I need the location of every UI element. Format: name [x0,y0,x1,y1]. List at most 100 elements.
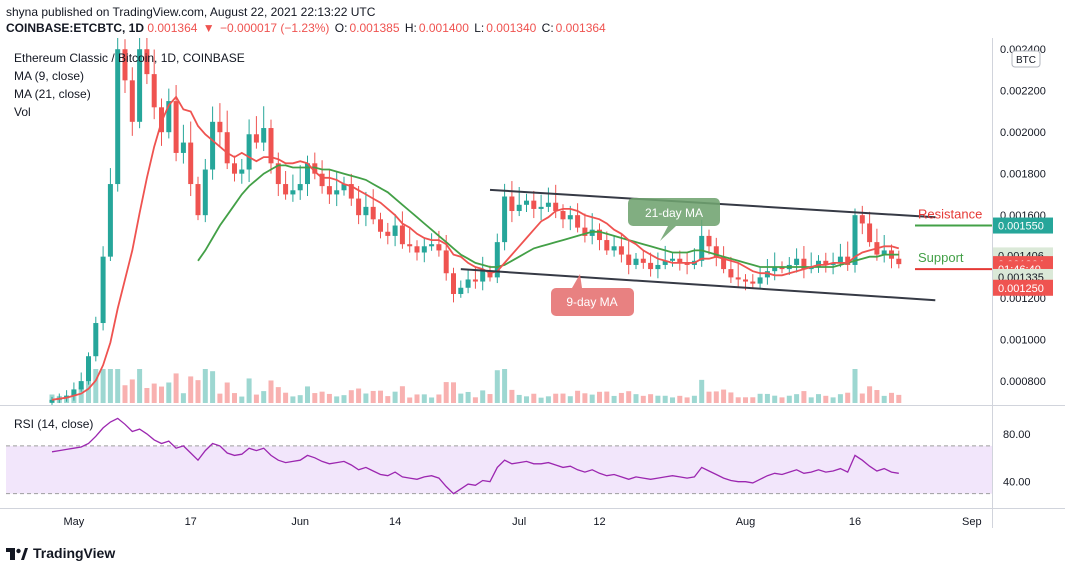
candle-body [261,128,267,143]
candle-body [392,225,398,236]
volume-legend: Vol [14,105,31,119]
ma21-tag-pointer [660,226,676,241]
volume-bar [531,393,537,403]
candle-body [626,254,632,265]
volume-bar [786,395,792,403]
candle-body [597,229,602,241]
volume-bar [735,397,741,403]
volume-bar [319,391,325,403]
volume-bar [137,369,143,403]
ma9-line [51,95,900,401]
candle-body [297,184,303,191]
candle-body [494,242,500,278]
volume-bar [867,386,873,403]
time-tick-label: 14 [389,516,401,528]
volume-bar [348,390,354,403]
rsi-tick-label: 40.00 [1003,477,1031,489]
volume-bar [626,391,632,403]
volume-bar [494,370,500,403]
candle-body [808,267,814,270]
volume-bar [107,369,113,403]
volume-bar [618,392,624,403]
candle-body [64,395,70,398]
price-tick-label: 0.001000 [1000,335,1046,347]
candle-body [49,399,55,403]
candle-body [115,49,121,185]
volume-bar [217,393,223,403]
candle-body [618,246,624,255]
volume-bar [246,378,252,403]
channel-lower-line [460,268,936,302]
candle-body [582,227,588,236]
price-tick-label: 0.002000 [1000,127,1046,139]
candle-body [845,256,851,265]
volume-bar [662,395,668,403]
candle-body [385,231,391,236]
candle-body [794,258,800,265]
volume-bar [691,395,697,403]
volume-bar [823,395,829,403]
candle-body [166,101,172,133]
volume-bar [764,393,770,403]
low-label: L: [474,21,485,35]
close-value: 0.001364 [555,21,606,35]
candle-body [100,256,106,324]
candle-body [538,206,544,209]
candle-body [764,271,770,278]
volume-bar [173,373,179,403]
candle-body [779,267,785,270]
volume-bar [363,393,369,403]
candle-body [232,163,237,174]
volume-bar [757,393,763,403]
ma21-tag-box [628,198,720,226]
candle-body [684,262,690,265]
candle-body [699,235,705,261]
volume-bar [472,397,478,403]
brand-name: TradingView [33,545,116,561]
candle-body [195,184,201,216]
volume-bar [480,390,486,403]
candle-body [706,235,712,247]
volume-bar [458,393,464,403]
volume-bar [575,390,581,403]
candle-body [816,260,821,268]
candle-body [648,262,654,270]
candle-body [662,260,668,265]
candle-body [451,273,456,294]
volume-bar [188,376,194,403]
time-tick-label: Jul [512,516,526,528]
candle-body [830,262,836,265]
resistance-label: Resistance [918,207,982,222]
candle-body [370,206,376,220]
volume-bar [874,390,880,403]
candle-body [348,184,354,199]
candle-body [823,260,829,265]
candle-body [429,244,435,247]
volume-bar [794,394,800,403]
tradingview-footer: TradingView [6,545,115,561]
volume-bar [889,392,894,403]
rsi-band [6,445,992,494]
candle-body [210,121,216,170]
candle-body [356,198,362,216]
volume-bar [64,395,70,403]
volume-bar [414,394,420,403]
price-tick-label: 0.001200 [1000,293,1046,305]
candle-body [436,244,442,251]
candle-body [728,269,734,278]
volume-bar [297,395,303,403]
volume-bar [553,393,559,403]
volume-bar [49,394,55,403]
ma9-tag: 9-day MA [551,274,634,316]
candle-body [144,49,150,75]
volume-bar [801,391,807,403]
time-tick-label: Aug [736,516,756,528]
time-tick-label: 16 [849,516,861,528]
candle-body [78,381,84,390]
price-chart[interactable]: Resistance Support 21-day MA 9-day MA Ethere… [0,38,1065,538]
volume-bar [509,389,515,403]
volume-bar [86,369,91,403]
candle-body [531,200,537,209]
candle-body [107,184,113,257]
candle-body [801,258,807,270]
